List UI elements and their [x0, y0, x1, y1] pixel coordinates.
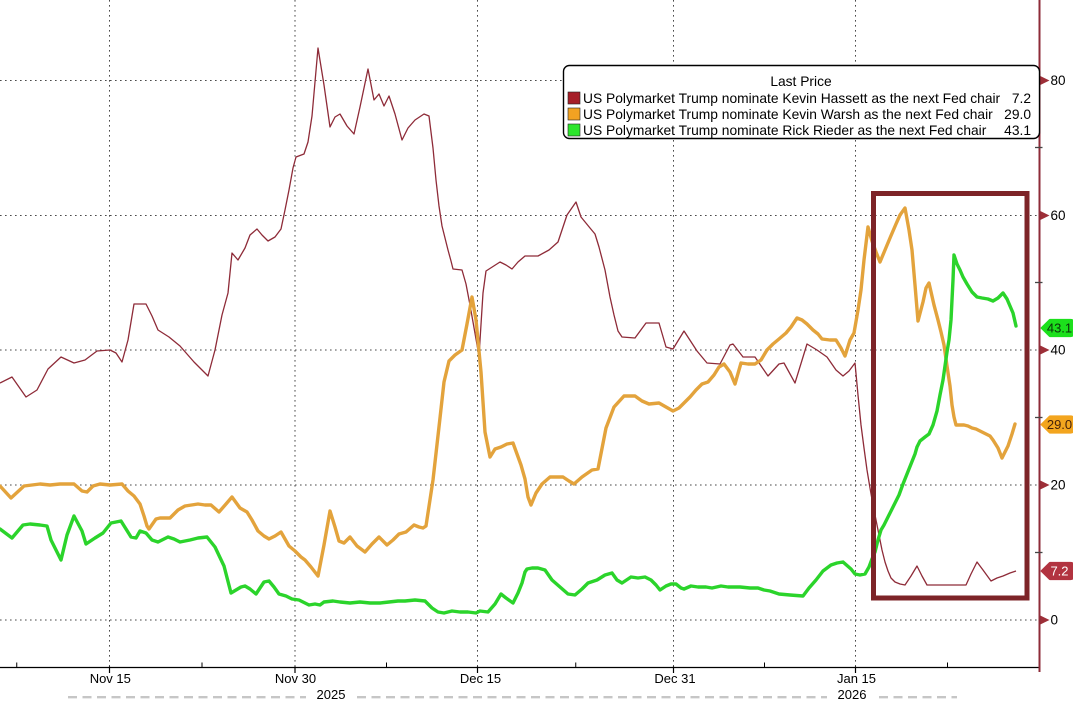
svg-text:43.1: 43.1: [1004, 123, 1031, 138]
svg-text:60: 60: [1051, 208, 1066, 223]
svg-text:29.0: 29.0: [1004, 107, 1031, 122]
svg-text:Jan 15: Jan 15: [837, 671, 876, 686]
svg-text:Dec 31: Dec 31: [654, 671, 695, 686]
svg-text:7.2: 7.2: [1050, 564, 1068, 579]
svg-text:20: 20: [1051, 478, 1066, 493]
svg-text:Dec 15: Dec 15: [460, 671, 501, 686]
svg-text:40: 40: [1051, 343, 1066, 358]
svg-text:US Polymarket Trump nominate R: US Polymarket Trump nominate Rick Rieder…: [583, 123, 987, 138]
svg-text:43.1: 43.1: [1047, 321, 1072, 336]
svg-text:US Polymarket Trump nominate K: US Polymarket Trump nominate Kevin Hasse…: [583, 91, 1001, 106]
svg-text:Nov 30: Nov 30: [275, 671, 316, 686]
svg-text:80: 80: [1051, 73, 1066, 88]
svg-text:7.2: 7.2: [1012, 91, 1031, 106]
svg-text:0: 0: [1051, 613, 1059, 628]
svg-text:Nov 15: Nov 15: [90, 671, 131, 686]
svg-text:2026: 2026: [838, 687, 867, 700]
svg-text:29.0: 29.0: [1047, 417, 1072, 432]
svg-text:US Polymarket Trump nominate K: US Polymarket Trump nominate Kevin Warsh…: [583, 107, 993, 122]
svg-text:2025: 2025: [317, 687, 346, 700]
svg-text:Last Price: Last Price: [770, 74, 832, 89]
